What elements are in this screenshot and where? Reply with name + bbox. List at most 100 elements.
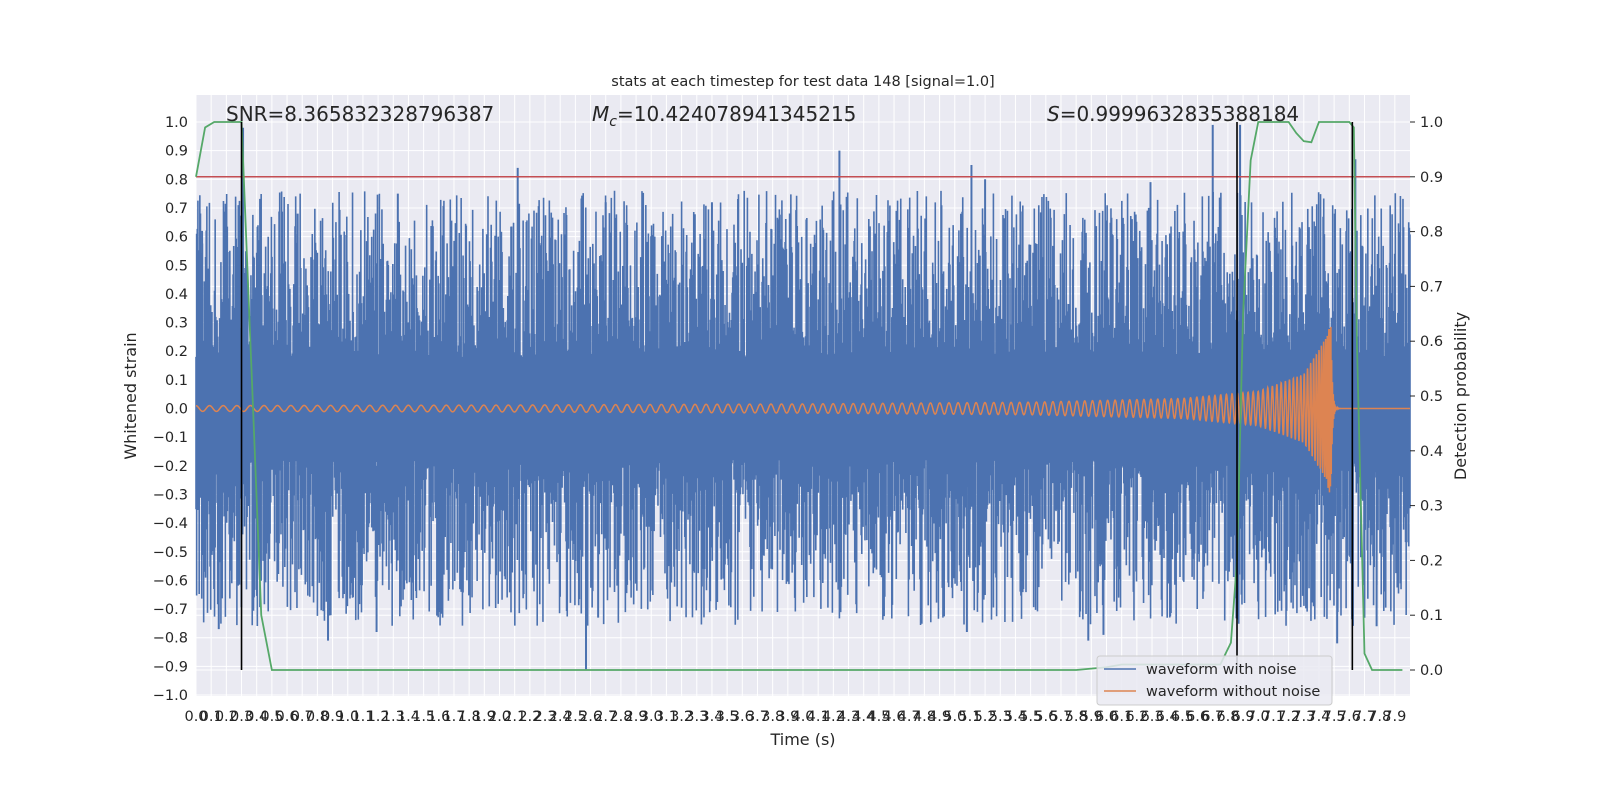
legend-label-noisy: waveform with noise bbox=[1146, 662, 1297, 678]
y-left-tick-label: 0.9 bbox=[165, 144, 188, 160]
x-tick-label: 7.3 bbox=[1292, 709, 1315, 725]
x-tick-label: 4.9 bbox=[928, 709, 951, 725]
y-left-tick-label: −0.7 bbox=[153, 602, 188, 618]
x-tick-label: 7.7 bbox=[1353, 709, 1376, 725]
x-tick-label: 0.2 bbox=[215, 709, 238, 725]
y-left-tick-label: 0.6 bbox=[165, 230, 188, 246]
x-tick-label: 4.2 bbox=[822, 709, 845, 725]
x-tick-label: 5.7 bbox=[1049, 709, 1072, 725]
x-tick-label: 6.5 bbox=[1171, 709, 1194, 725]
y-left-tick-label: 1.0 bbox=[165, 115, 188, 131]
y-right-tick-label: 0.3 bbox=[1420, 499, 1443, 515]
y-axis-left-ticks: 1.0 0.9 0.8 0.7 0.6 0.5 0.4 0.3 0.2 0.1 0.0 −0.1 −0.… bbox=[153, 115, 188, 704]
x-tick-label: 1.7 bbox=[442, 709, 465, 725]
x-tick-label: 1.9 bbox=[473, 709, 496, 725]
x-tick-label: 0.6 bbox=[276, 709, 299, 725]
y-right-tick-label: 0.6 bbox=[1420, 334, 1443, 350]
x-tick-label: 1.6 bbox=[427, 709, 450, 725]
x-tick-label: 7.1 bbox=[1262, 709, 1285, 725]
chirp-mass-subscript: c bbox=[609, 114, 617, 130]
chirp-mass-symbol: M bbox=[592, 102, 609, 126]
y-left-tick-label: 0.7 bbox=[165, 201, 188, 217]
y-right-tick-label: 0.2 bbox=[1420, 553, 1443, 569]
x-tick-label: 1.8 bbox=[458, 709, 481, 725]
x-tick-label: 1.3 bbox=[382, 709, 405, 725]
clean-waveform-line bbox=[195, 326, 1410, 493]
x-tick-label: 0.9 bbox=[321, 709, 344, 725]
x-tick-label: 5.8 bbox=[1065, 709, 1088, 725]
chirp-mass-annotation: Mc=10.424078941345215 bbox=[592, 102, 856, 130]
x-tick-label: 6.8 bbox=[1216, 709, 1239, 725]
x-tick-label: 3.9 bbox=[776, 709, 799, 725]
y-right-tick-label: 1.0 bbox=[1420, 115, 1443, 131]
x-tick-label: 5.0 bbox=[943, 709, 966, 725]
chirp-mass-value: =10.424078941345215 bbox=[617, 102, 856, 126]
probability-annotation: S=0.9999632835388184 bbox=[1047, 102, 1299, 126]
x-tick-label: 3.7 bbox=[746, 709, 769, 725]
y-left-tick-label: −0.4 bbox=[153, 516, 188, 532]
x-tick-label: 2.0 bbox=[488, 709, 511, 725]
x-tick-label: 0.4 bbox=[245, 709, 268, 725]
x-tick-label: 4.5 bbox=[867, 709, 890, 725]
x-tick-label: 3.5 bbox=[716, 709, 739, 725]
x-tick-label: 2.9 bbox=[625, 709, 648, 725]
y-left-tick-label: −0.9 bbox=[153, 659, 188, 675]
x-tick-label: 5.3 bbox=[989, 709, 1012, 725]
snr-annotation: SNR=8.365832328796387 bbox=[226, 102, 494, 126]
y-left-tick-label: −0.8 bbox=[153, 631, 188, 647]
y-left-tick-label: 0.4 bbox=[165, 287, 188, 303]
x-tick-label: 2.5 bbox=[564, 709, 587, 725]
x-tick-label: 5.1 bbox=[958, 709, 981, 725]
x-tick-label: 1.4 bbox=[397, 709, 420, 725]
y-right-tick-label: 0.4 bbox=[1420, 444, 1443, 460]
x-tick-label: 1.5 bbox=[412, 709, 435, 725]
y-left-tick-label: −0.5 bbox=[153, 545, 188, 561]
y-left-tick-label: −1.0 bbox=[153, 688, 188, 704]
y-axis-right-label: Detection probability bbox=[1451, 312, 1470, 480]
y-left-tick-label: 0.0 bbox=[165, 402, 188, 418]
y-axis-left-label: Whitened strain bbox=[121, 332, 140, 459]
y-right-tick-label: 0.9 bbox=[1420, 170, 1443, 186]
y-left-tick-label: −0.3 bbox=[153, 487, 188, 503]
legend: waveform with noise waveform without noi… bbox=[1096, 655, 1333, 706]
y-left-tick-label: 0.1 bbox=[165, 373, 188, 389]
probability-symbol: S bbox=[1047, 102, 1060, 126]
clean-waveform-series bbox=[195, 326, 1410, 493]
x-tick-label: 6.6 bbox=[1186, 709, 1209, 725]
x-tick-label: 5.6 bbox=[1034, 709, 1057, 725]
y-left-tick-label: 0.2 bbox=[165, 344, 188, 360]
x-tick-label: 0.1 bbox=[200, 709, 223, 725]
x-tick-label: 3.2 bbox=[670, 709, 693, 725]
x-tick-label: 4.0 bbox=[791, 709, 814, 725]
y-left-tick-label: −0.6 bbox=[153, 573, 188, 589]
x-axis-label: Time (s) bbox=[769, 730, 835, 749]
x-tick-label: 6.7 bbox=[1201, 709, 1224, 725]
x-tick-label: 6.4 bbox=[1156, 709, 1179, 725]
x-tick-label: 3.4 bbox=[700, 709, 723, 725]
x-tick-label: 6.9 bbox=[1232, 709, 1255, 725]
x-tick-label: 0.5 bbox=[260, 709, 283, 725]
x-tick-label: 6.1 bbox=[1110, 709, 1133, 725]
legend-label-clean: waveform without noise bbox=[1146, 684, 1320, 700]
x-tick-label: 4.1 bbox=[807, 709, 830, 725]
x-tick-label: 6.0 bbox=[1095, 709, 1118, 725]
x-tick-label: 0.8 bbox=[306, 709, 329, 725]
x-tick-label: 0.3 bbox=[230, 709, 253, 725]
x-tick-label: 3.6 bbox=[731, 709, 754, 725]
x-tick-label: 2.4 bbox=[549, 709, 572, 725]
y-left-tick-label: 0.3 bbox=[165, 316, 188, 332]
x-tick-label: 5.9 bbox=[1080, 709, 1103, 725]
x-tick-label: 1.2 bbox=[367, 709, 390, 725]
x-tick-label: 4.6 bbox=[883, 709, 906, 725]
x-tick-label: 5.4 bbox=[1004, 709, 1027, 725]
x-tick-label: 7.6 bbox=[1338, 709, 1361, 725]
y-left-tick-label: −0.2 bbox=[153, 459, 188, 475]
x-tick-label: 7.5 bbox=[1323, 709, 1346, 725]
x-tick-label: 2.1 bbox=[503, 709, 526, 725]
x-tick-label: 5.5 bbox=[1019, 709, 1042, 725]
x-tick-label: 7.4 bbox=[1307, 709, 1330, 725]
x-tick-label: 2.2 bbox=[518, 709, 541, 725]
x-tick-label: 5.2 bbox=[974, 709, 997, 725]
y-left-tick-label: −0.1 bbox=[153, 430, 188, 446]
